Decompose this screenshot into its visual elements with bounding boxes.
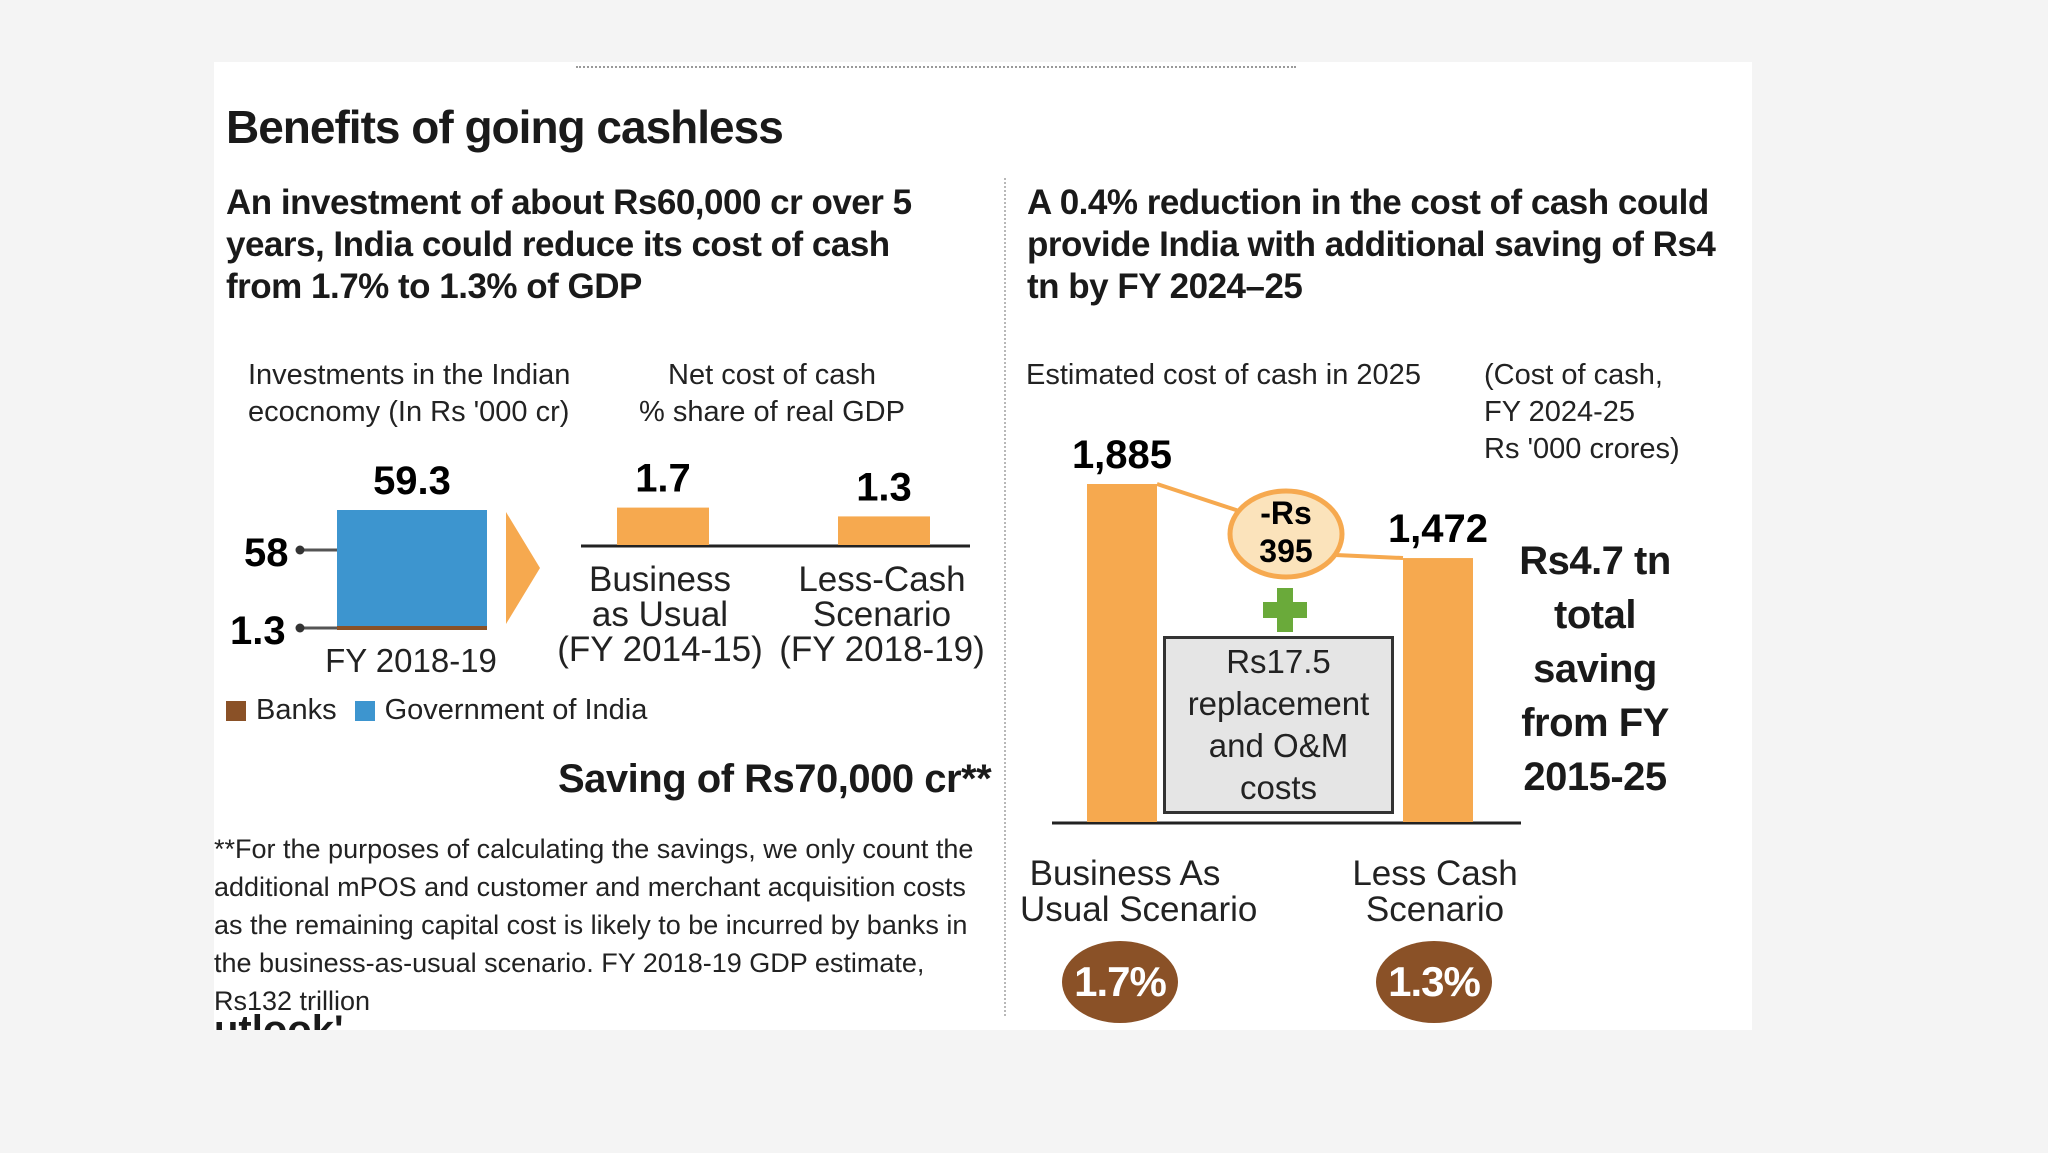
column-divider <box>1004 178 1006 1016</box>
bar-banks <box>337 626 487 630</box>
leader-dot-1-3 <box>295 623 305 633</box>
category-fy-2018-19: FY 2018-19 <box>325 642 497 679</box>
scenario-1-label: Business As Usual Scenario <box>1020 854 1258 929</box>
category-2-line1: Less-Cash <box>798 560 965 599</box>
netcost-caption: Net cost of cash % share of real GDP <box>622 357 922 431</box>
bar-business-as-usual <box>617 507 709 545</box>
bar-government-of-india <box>337 510 487 626</box>
unit-caption-line3: Rs '000 crores) <box>1484 433 1680 465</box>
top-dotted-rule <box>576 66 1296 68</box>
investment-caption-line1: Investments in the Indian <box>248 359 571 391</box>
leader-dot-58 <box>295 545 305 555</box>
saving-headline: Saving of Rs70,000 cr** <box>558 757 992 801</box>
estimated-caption: Estimated cost of cash in 2025 <box>1026 359 1421 391</box>
difference-line2: 395 <box>1259 533 1312 569</box>
scenario-1-line1: Business As <box>1029 854 1221 893</box>
total-saving-text: Rs4.7 tn total saving from FY 2015-25 <box>1519 539 1671 799</box>
category-2-line3: (FY 2018-19) <box>779 630 985 669</box>
category-1-line2: as Usual <box>592 595 728 634</box>
scenario-1-line2: Usual Scenario <box>1020 890 1258 929</box>
segment-label-1-3: 1.3 <box>230 609 286 653</box>
estimated-cost-chart: 1,885 1,472 -Rs 395 <box>1052 433 1521 825</box>
legend-item-banks: Banks <box>226 694 337 727</box>
footnote: **For the purposes of calculating the sa… <box>214 834 974 1016</box>
legend-label-banks: Banks <box>256 694 337 726</box>
value-label-1-3: 1.3 <box>856 465 912 509</box>
bar-less-cash-scenario <box>1403 558 1473 822</box>
legend-label-government: Government of India <box>384 694 648 726</box>
scenario-2-percent-badge: 1.3% <box>1376 941 1492 1023</box>
scenario-1-percent-badge: 1.7% <box>1062 941 1178 1023</box>
scenario-2-line1: Less Cash <box>1352 854 1518 893</box>
scenario-2-label: Less Cash Scenario <box>1330 856 1540 928</box>
value-label-1472: 1,472 <box>1388 507 1488 551</box>
unit-caption: (Cost of cash, FY 2024-25 Rs '000 crores… <box>1484 357 1680 468</box>
bar-total-label: 59.3 <box>373 459 451 503</box>
bar-business-as-usual-scenario <box>1087 484 1157 822</box>
netcost-chart: 1.7 1.3 Business as Usual (FY 2014-15) L… <box>557 457 985 669</box>
investment-caption: Investments in the Indian ecocnomy (In R… <box>248 357 571 431</box>
unit-caption-line2: FY 2024-25 <box>1484 396 1636 428</box>
source-fragment: utlook' <box>214 1008 344 1030</box>
difference-oval <box>1227 488 1345 580</box>
investment-chart: 59.3 58 1.3 FY 2018-19 <box>230 459 540 679</box>
unit-caption-line1: (Cost of cash, <box>1484 359 1663 391</box>
plus-icon <box>1263 588 1307 632</box>
investment-caption-line2: ecocnomy (In Rs '000 cr) <box>248 396 570 428</box>
replacement-cost-box: Rs17.5 replacement and O&M costs <box>1163 636 1394 814</box>
legend-swatch-banks <box>226 700 246 721</box>
category-1-line3: (FY 2014-15) <box>557 630 763 669</box>
value-label-1-7: 1.7 <box>635 457 691 501</box>
right-subhead: A 0.4% reduction in the cost of cash cou… <box>1027 183 1716 306</box>
netcost-caption-line2: % share of real GDP <box>639 396 905 428</box>
scenario-2-line2: Scenario <box>1365 890 1505 929</box>
segment-label-58: 58 <box>244 531 289 575</box>
page-title: Benefits of going cashless <box>226 101 784 153</box>
netcost-caption-line1: Net cost of cash <box>668 359 876 391</box>
value-label-1885: 1,885 <box>1072 433 1172 477</box>
difference-line1: -Rs <box>1260 495 1312 531</box>
legend-item-government: Government of India <box>354 694 648 727</box>
bar-less-cash <box>838 516 930 545</box>
category-2-line2: Scenario <box>813 595 951 634</box>
category-1-line1: Business <box>589 560 731 599</box>
left-subhead: An investment of about Rs60,000 cr over … <box>226 183 912 306</box>
legend-swatch-government <box>354 700 375 721</box>
legend: Banks Government of India <box>226 694 665 727</box>
arrow-right-icon <box>506 512 540 624</box>
